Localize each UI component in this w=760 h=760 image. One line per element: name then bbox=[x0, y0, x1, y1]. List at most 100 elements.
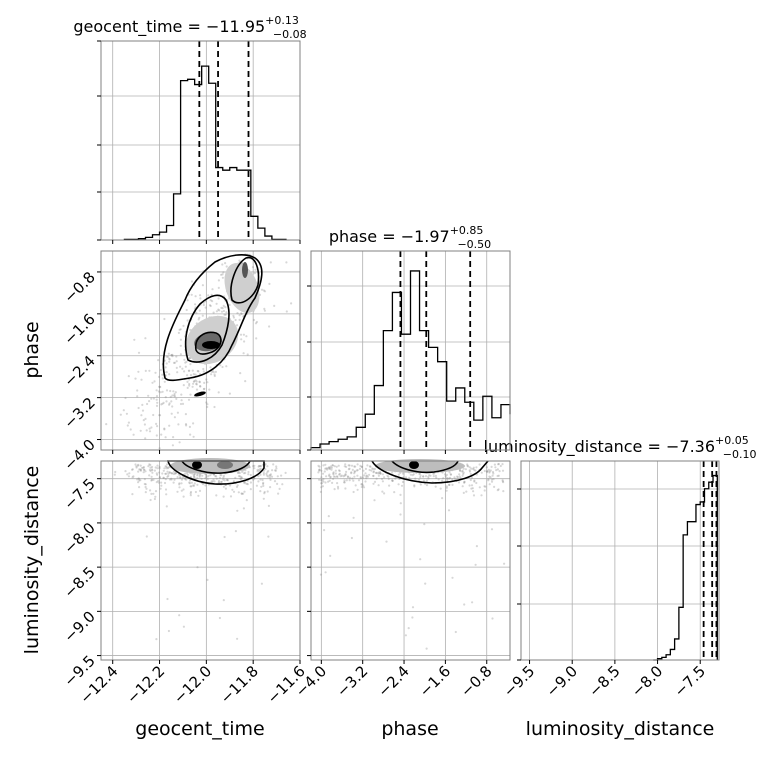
gt-ph-point-392 bbox=[210, 370, 213, 373]
gt-ph-point-141 bbox=[119, 413, 122, 416]
gt-ld-point-48 bbox=[142, 471, 145, 474]
gt-ph-point-479 bbox=[290, 302, 293, 305]
gt-ld-point-298 bbox=[156, 473, 159, 476]
gt-ph-point-443 bbox=[179, 402, 183, 406]
ld-hist-step bbox=[653, 474, 718, 661]
ph-ld-point-42 bbox=[334, 472, 337, 475]
gt-ld-point-176 bbox=[276, 475, 279, 478]
gt-ph-point-43 bbox=[171, 444, 174, 447]
gt-ph-point-305 bbox=[172, 390, 175, 393]
title-geocent-time-sub: −0.08 bbox=[273, 28, 307, 41]
ph-ld-point-129 bbox=[329, 465, 332, 468]
ph-ld-point-363 bbox=[442, 477, 445, 480]
gt-ld-point-90 bbox=[210, 480, 213, 483]
ph-ld-point-196 bbox=[468, 469, 471, 472]
ph-ld-point-12 bbox=[489, 469, 492, 472]
ph-ld-point-175 bbox=[345, 470, 348, 473]
gt-ph-point-63 bbox=[285, 310, 288, 313]
gt-ld-point-194 bbox=[245, 482, 248, 485]
gt-ph-point-279 bbox=[251, 266, 255, 269]
ph-ld-point-106 bbox=[343, 474, 346, 477]
ph-ld-point-34 bbox=[338, 469, 341, 472]
ph-ld-point-360 bbox=[363, 474, 366, 477]
gt-ph-point-366 bbox=[169, 395, 172, 398]
ph-ld-point-455 bbox=[501, 480, 504, 483]
ph-ld-point-251 bbox=[473, 479, 476, 482]
ph-ld-point-239 bbox=[344, 474, 347, 477]
gt-ld-point-323 bbox=[222, 476, 225, 479]
ph-ld-point-323 bbox=[368, 468, 371, 472]
gt-ld-point-100 bbox=[158, 467, 161, 470]
gt-ph-point-203 bbox=[222, 309, 225, 313]
gt-ph-point-156 bbox=[136, 389, 139, 392]
gt-ld-point-312 bbox=[167, 466, 170, 469]
gt-ph-point-447 bbox=[157, 359, 160, 362]
ph-ld-point-162 bbox=[352, 516, 355, 519]
gt-ld-point-210 bbox=[178, 482, 181, 485]
ph-ld-point-233 bbox=[335, 475, 339, 478]
gt-ld-point-135 bbox=[192, 475, 196, 478]
gt-ld-point-14 bbox=[241, 470, 244, 473]
ph-ld-point-66 bbox=[488, 475, 491, 478]
gt-ld-frame bbox=[100, 460, 301, 661]
gt-ld-point-197 bbox=[137, 463, 140, 466]
gt-ld-point-28 bbox=[150, 492, 153, 495]
ph-hist-frame bbox=[310, 250, 511, 451]
ph-ld-point-325 bbox=[356, 469, 359, 472]
gt-ld-point-365 bbox=[156, 464, 159, 467]
gt-ld-point-428 bbox=[170, 472, 173, 475]
gt-ld-point-101 bbox=[152, 492, 155, 495]
ph-ld-point-204 bbox=[434, 485, 437, 488]
gt-ph-point-344 bbox=[162, 401, 165, 404]
ph-ld-point-73 bbox=[428, 474, 431, 477]
gt-ld-point-322 bbox=[272, 463, 275, 466]
ph-ld-point-137 bbox=[330, 466, 333, 469]
gt-ld-point-77 bbox=[137, 481, 140, 484]
ph-ld-point-253 bbox=[459, 476, 462, 479]
gt-ph-point-412 bbox=[285, 261, 288, 264]
ph-ld-point-123 bbox=[391, 479, 394, 482]
gt-ph-point-417 bbox=[168, 402, 171, 405]
panel-luminosity-distance-histogram bbox=[517, 460, 720, 664]
gt-ph-point-497 bbox=[244, 380, 247, 383]
ph-ld-point-6 bbox=[350, 464, 354, 467]
gt-ld-point-206 bbox=[223, 535, 226, 539]
gt-ph-point-473 bbox=[198, 380, 201, 383]
ph-ld-point-112 bbox=[377, 474, 380, 477]
gt-ph-point-84 bbox=[195, 380, 198, 383]
ph-ld-point-181 bbox=[463, 480, 466, 484]
gt-ph-point-217 bbox=[172, 436, 175, 439]
ph-ld-point-81 bbox=[372, 470, 375, 473]
gt-ph-point-104 bbox=[148, 427, 151, 430]
gt-ph-point-292 bbox=[158, 375, 161, 378]
ph-ld-point-379 bbox=[472, 466, 475, 469]
ph-ld-point-402 bbox=[472, 494, 476, 497]
gt-ph-point-319 bbox=[240, 312, 243, 316]
gt-ph-point-483 bbox=[163, 427, 166, 430]
gt-ld-point-60 bbox=[166, 467, 169, 470]
ph-ld-point-365 bbox=[498, 470, 501, 473]
gt-ld-point-363 bbox=[127, 475, 130, 478]
ph-ld-point-62 bbox=[329, 467, 332, 470]
ph-ld-point-454 bbox=[324, 467, 327, 470]
panel-geocent-time-histogram bbox=[97, 40, 301, 244]
gt-ld-point-357 bbox=[214, 475, 217, 478]
gt-ld-point-352 bbox=[240, 492, 243, 495]
gt-ld-point-133 bbox=[259, 473, 262, 476]
gt-ph-point-360 bbox=[163, 317, 166, 321]
ph-ld-point-155 bbox=[466, 465, 469, 468]
gt-ld-point-359 bbox=[242, 507, 245, 510]
title-phase-main: phase = −1.97 bbox=[329, 227, 450, 246]
gt-ph-point-273 bbox=[191, 369, 194, 372]
ph-ld-point-345 bbox=[499, 464, 502, 468]
gt-ph-point-401 bbox=[168, 424, 171, 427]
gt-ld-point-141 bbox=[193, 473, 196, 476]
ph-ld-point-287 bbox=[412, 473, 415, 476]
gt-ph-point-361 bbox=[205, 378, 208, 381]
gt-ph-point-72 bbox=[263, 309, 266, 312]
ph-ld-point-386 bbox=[448, 477, 451, 480]
gt-ph-point-18 bbox=[179, 338, 182, 341]
ph-ld-point-289 bbox=[423, 523, 426, 526]
gt-ph-point-458 bbox=[221, 276, 224, 279]
ph-ld-point-86 bbox=[424, 582, 427, 585]
